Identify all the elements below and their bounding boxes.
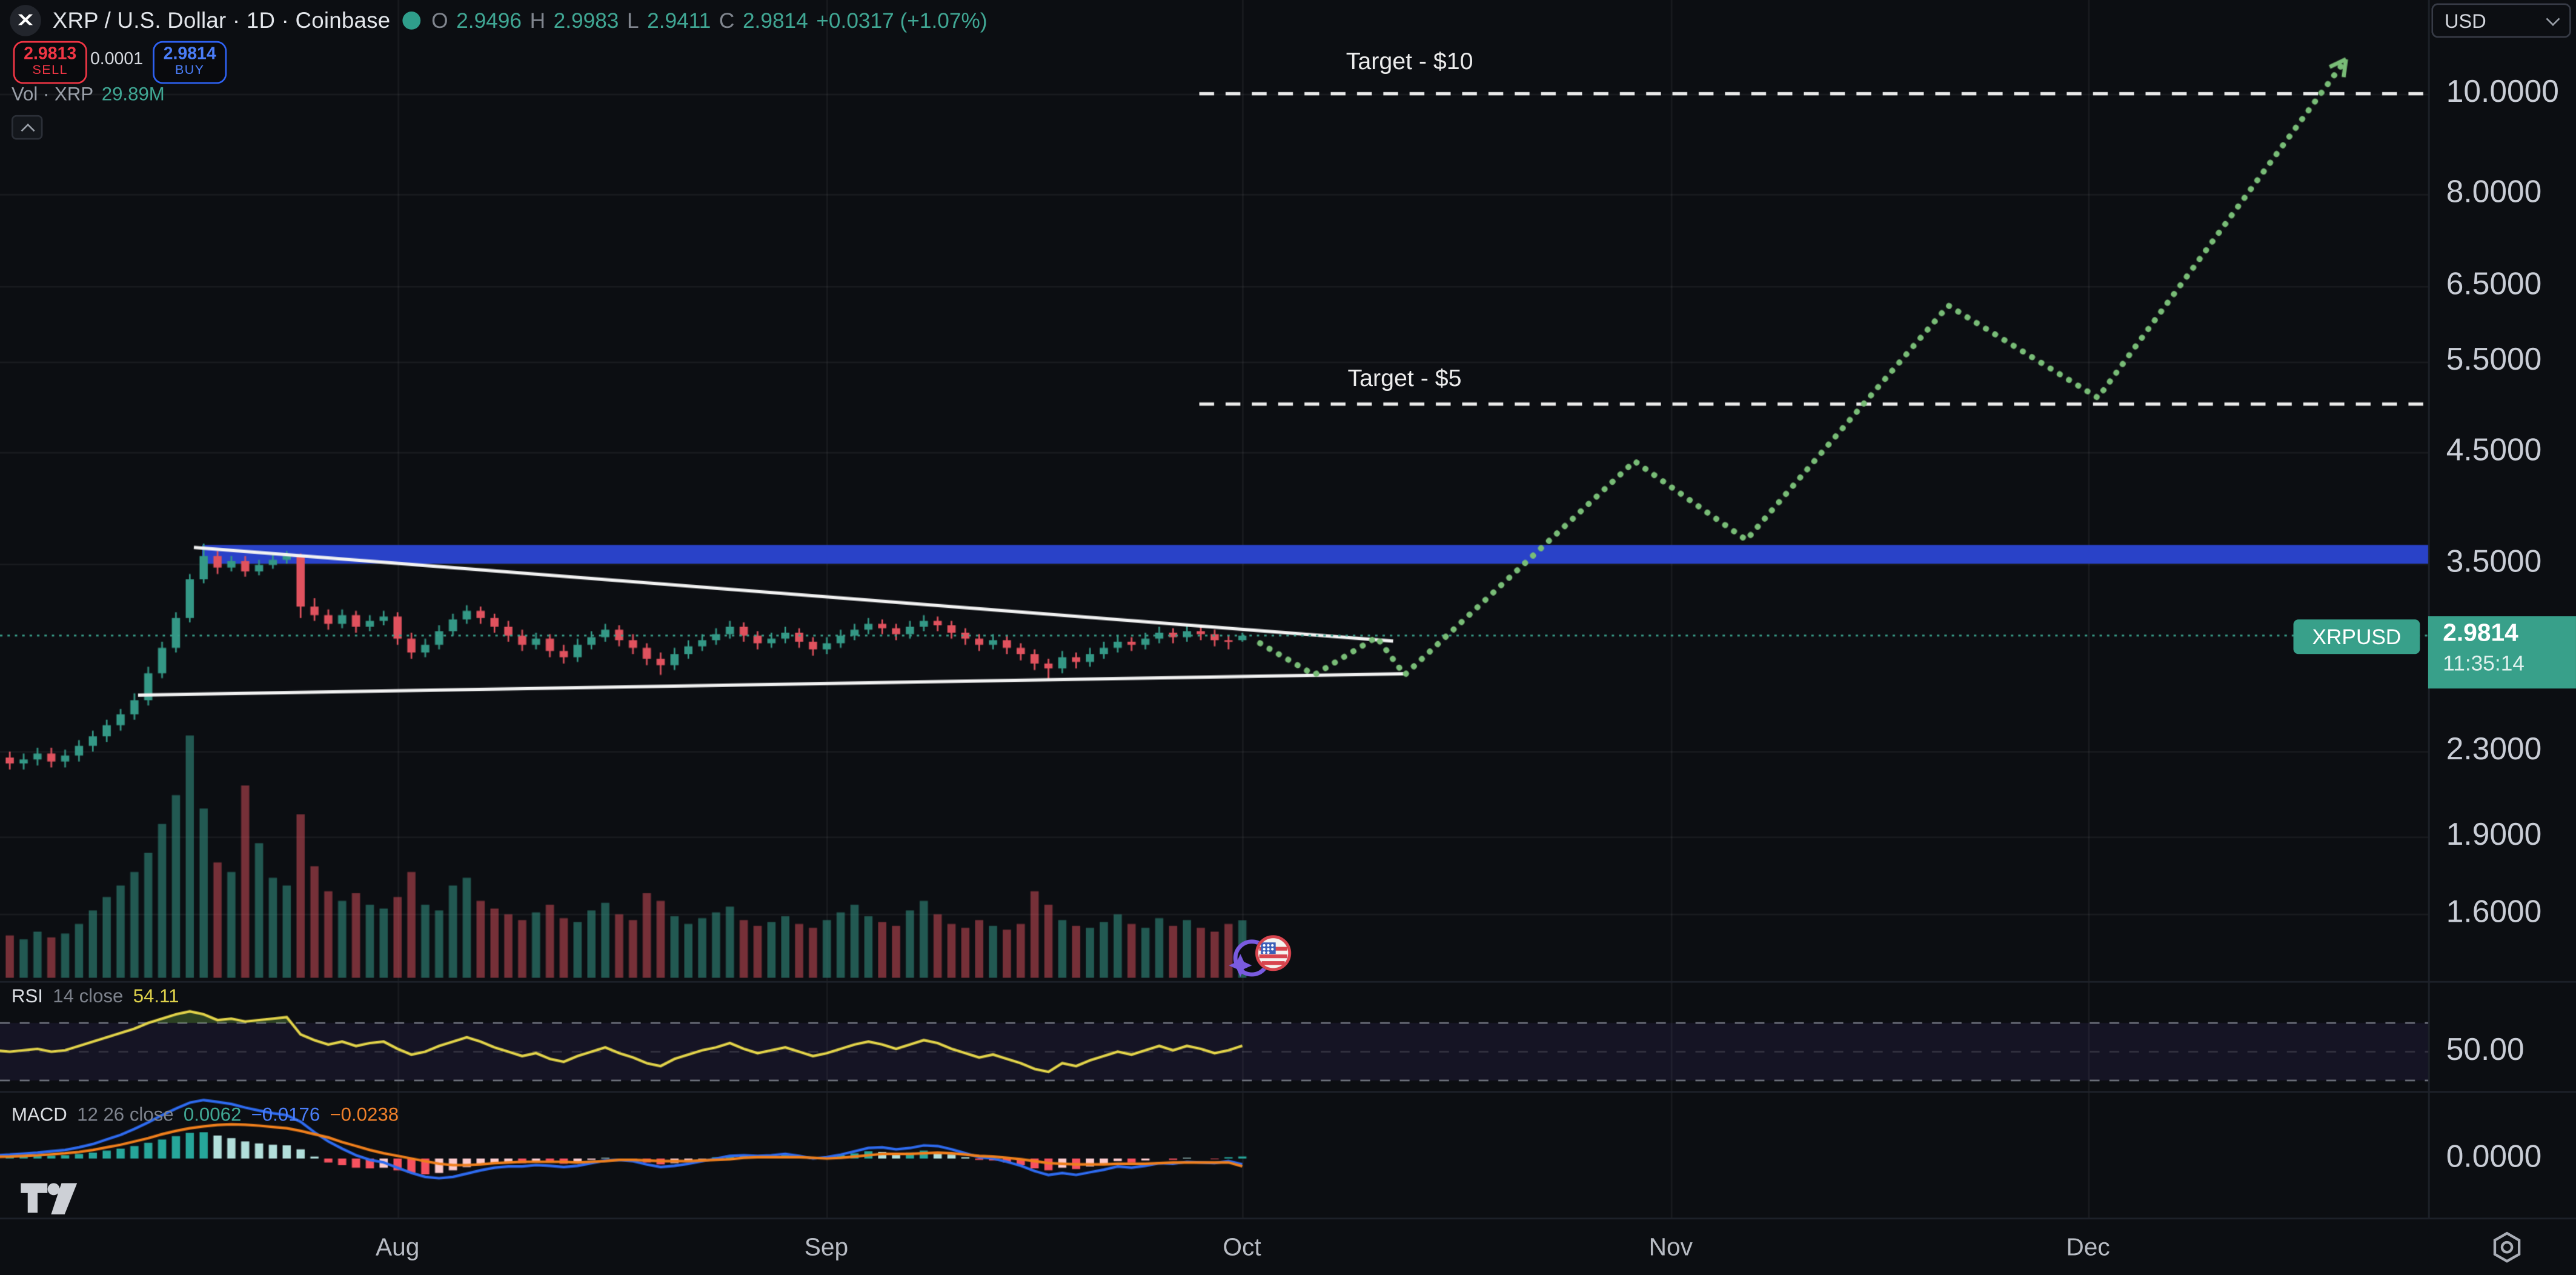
macd-line-value: −0.0176 <box>251 1105 320 1126</box>
symbol-price-chip[interactable]: XRPUSD <box>2293 619 2420 654</box>
month-label: Oct <box>1223 1234 1261 1262</box>
price-axis-label: 3.5000 <box>2446 545 2542 581</box>
price-axis-label: 5.5000 <box>2446 343 2542 378</box>
chevron-down-icon <box>2546 11 2560 25</box>
target-10-label[interactable]: Target - $10 <box>1346 49 1473 76</box>
last-price: 2.9814 <box>2443 619 2518 648</box>
currency-selector[interactable]: USD <box>2431 3 2571 38</box>
price-axis-label: 8.0000 <box>2446 175 2542 210</box>
price-axis-label: 2.3000 <box>2446 733 2542 768</box>
month-label: Nov <box>1648 1234 1693 1262</box>
sparkle-icon <box>1229 954 1252 977</box>
target-5-label[interactable]: Target - $5 <box>1347 366 1462 393</box>
sell-button[interactable]: 2.9813 SELL <box>13 41 87 84</box>
rsi-value: 54.11 <box>133 987 179 1008</box>
rsi-legend: RSI 14 close 54.11 <box>11 987 179 1008</box>
bar-countdown: 11:35:14 <box>2443 650 2525 676</box>
macd-hist-value: 0.0062 <box>183 1105 242 1126</box>
last-price-badge[interactable]: 2.9814 11:35:14 <box>2428 616 2576 689</box>
ohlc-values: O 2.9496 H 2.9983 L 2.9411 C 2.9814 +0.0317 … <box>431 7 988 32</box>
spread-value: 0.0001 <box>90 49 144 69</box>
month-label: Dec <box>2066 1234 2110 1262</box>
volume-legend: Vol · XRP 29.89M <box>11 85 165 105</box>
price-axis-label: 10.0000 <box>2446 75 2559 110</box>
tradingview-logo-icon[interactable] <box>20 1183 85 1224</box>
xrp-logo-icon[interactable] <box>10 4 41 36</box>
chevron-up-icon <box>20 122 35 137</box>
macd-signal-value: −0.0238 <box>330 1105 399 1126</box>
price-axis-label: 6.5000 <box>2446 268 2542 303</box>
timezone-settings-icon[interactable] <box>2491 1231 2523 1272</box>
us-flag-icon <box>1255 934 1292 971</box>
market-status-icon[interactable] <box>402 10 420 29</box>
month-label: Sep <box>804 1234 849 1262</box>
price-axis-label: 1.6000 <box>2446 896 2542 931</box>
price-axis-label: 1.9000 <box>2446 819 2542 854</box>
event-markers[interactable] <box>1229 932 1294 993</box>
month-label: Aug <box>376 1234 420 1262</box>
price-axis-label: 4.5000 <box>2446 433 2542 468</box>
symbol-legend: XRP / U.S. Dollar · 1D · Coinbase O 2.949… <box>10 4 988 36</box>
collapse-legend-button[interactable] <box>11 115 43 140</box>
macd-legend: MACD 12 26 close 0.0062 −0.0176 −0.0238 <box>11 1105 399 1126</box>
rsi-axis-label[interactable]: 50.00 <box>2446 1033 2525 1068</box>
buy-button[interactable]: 2.9814 BUY <box>153 41 227 84</box>
symbol-title[interactable]: XRP / U.S. Dollar · 1D · Coinbase <box>52 7 391 32</box>
macd-axis-label[interactable]: 0.0000 <box>2446 1140 2542 1175</box>
change-value: +0.0317 (+1.07%) <box>816 7 988 32</box>
